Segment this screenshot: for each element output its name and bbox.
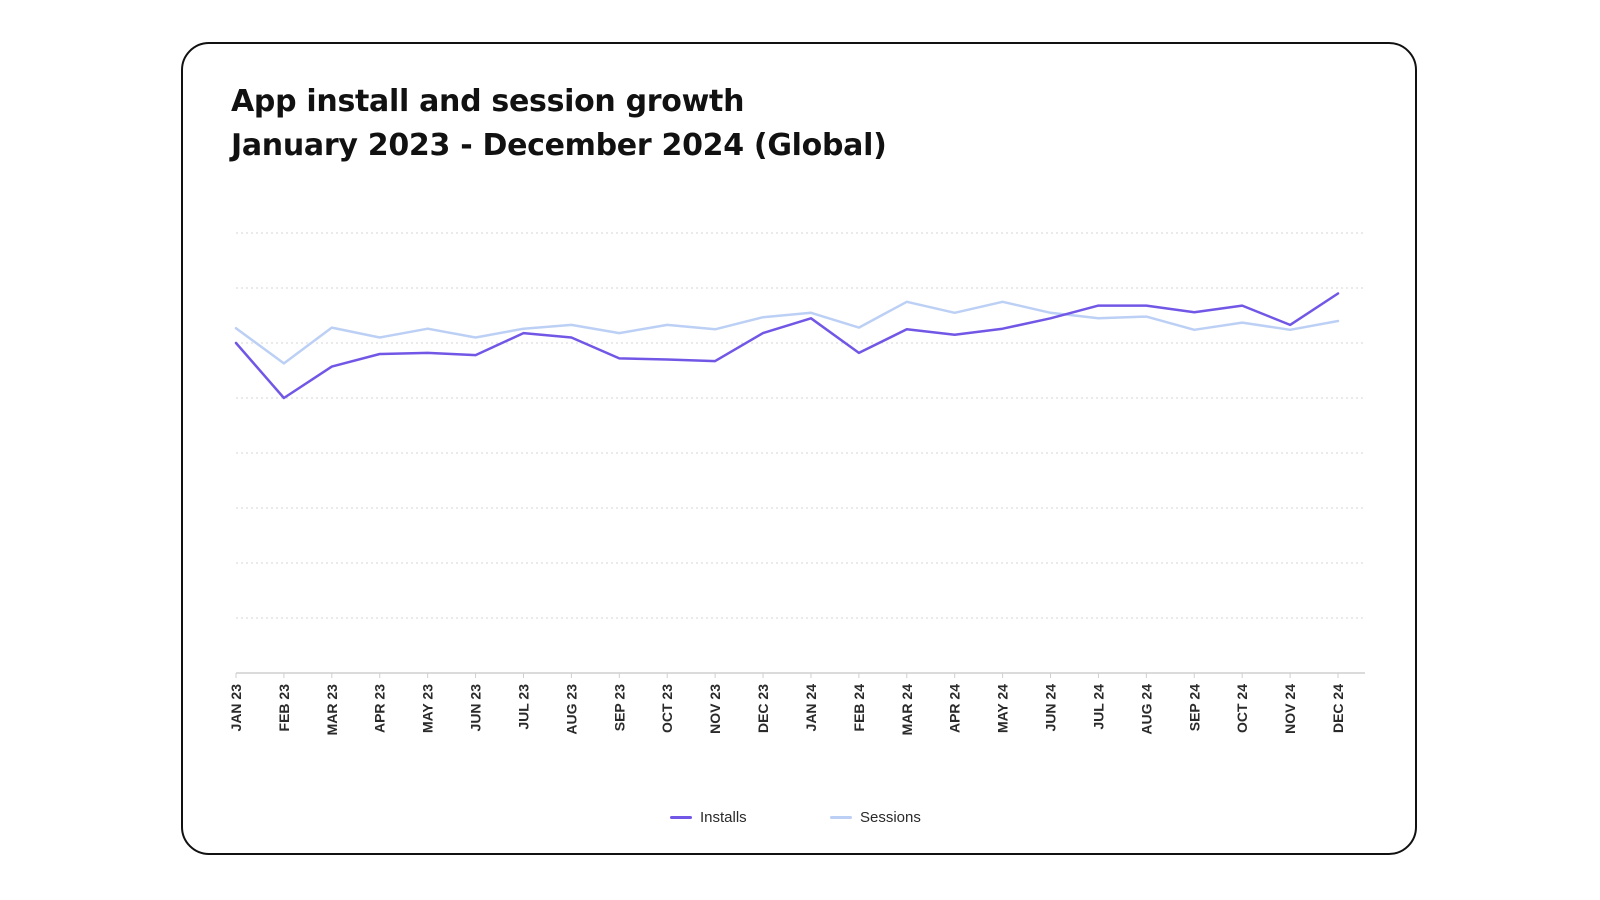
x-tick-label: MAY 24 (995, 684, 1011, 733)
x-tick-label: APR 24 (947, 684, 963, 733)
legend-swatch-installs (670, 815, 692, 819)
x-tick-label: FEB 24 (851, 684, 867, 732)
legend-label-sessions: Sessions (860, 808, 921, 826)
x-tick-label: JUL 23 (515, 684, 531, 730)
x-tick-label: MAY 23 (420, 684, 436, 733)
x-tick-label: DEC 23 (755, 684, 771, 733)
x-axis (235, 672, 1365, 678)
series-line-installs (234, 292, 1340, 400)
x-tick-label: JUN 23 (468, 684, 484, 732)
x-tick-label: AUG 23 (563, 684, 579, 735)
legend-label-installs: Installs (700, 808, 747, 826)
x-tick-label: JAN 24 (803, 684, 819, 732)
chart-title: App install and session growth January 2… (231, 80, 887, 168)
series-line-sessions (234, 300, 1340, 365)
gridlines (236, 232, 1365, 619)
x-tick-label: JAN 23 (228, 684, 244, 732)
x-tick-label: SEP 24 (1186, 684, 1202, 731)
x-tick-label: OCT 23 (659, 684, 675, 733)
chart-subtitle: January 2023 - December 2024 (Global) (231, 128, 887, 163)
x-tick-label: JUL 24 (1090, 684, 1106, 730)
chart-title-line: App install and session growth (231, 84, 745, 119)
legend-swatch-sessions (830, 815, 852, 819)
series-lines (234, 292, 1340, 400)
x-tick-label: NOV 23 (707, 684, 723, 734)
x-tick-label: APR 23 (372, 684, 388, 733)
x-tick-label: MAR 24 (899, 684, 915, 736)
x-tick-label: MAR 23 (324, 684, 340, 736)
legend-item-installs: Installs (670, 805, 747, 829)
x-tick-label: FEB 23 (276, 684, 292, 732)
x-tick-label: DEC 24 (1330, 684, 1346, 733)
legend: Installs Sessions (0, 805, 1600, 829)
x-tick-label: JUN 24 (1043, 684, 1059, 732)
chart-card (181, 42, 1417, 855)
x-tick-label: AUG 24 (1138, 684, 1154, 735)
x-tick-label: NOV 24 (1282, 684, 1298, 734)
x-tick-labels: JAN 23 FEB 23 MAR 23 APR 23 MAY 23 JUN 23 JUL … (228, 684, 1346, 736)
legend-item-sessions: Sessions (830, 805, 921, 829)
x-tick-label: SEP 23 (611, 684, 627, 731)
x-tick-label: OCT 24 (1234, 684, 1250, 733)
